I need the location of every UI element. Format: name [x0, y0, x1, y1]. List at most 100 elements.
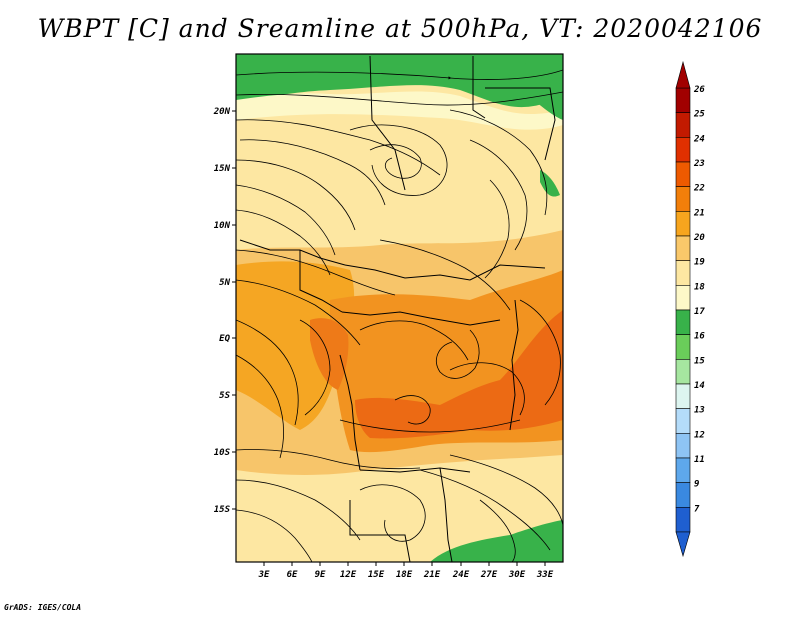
streamline	[236, 449, 421, 470]
lon-label: 12E	[340, 570, 357, 580]
streamline	[349, 124, 448, 196]
country-borders	[239, 55, 556, 562]
streamline	[236, 279, 361, 346]
streamline	[236, 479, 361, 541]
streamline	[236, 509, 313, 562]
streamline	[449, 454, 563, 526]
streamline	[236, 119, 441, 176]
colorbar-label: 11	[694, 455, 705, 465]
colorbar-label: 17	[694, 307, 705, 317]
colorbar-label: 9	[694, 480, 699, 490]
colorbar-label: 14	[694, 381, 705, 391]
border	[344, 264, 546, 281]
colorbar-label: 24	[693, 134, 705, 144]
colorbar-label: 23	[693, 159, 705, 169]
colorbar-swatch	[675, 161, 691, 187]
colorbar-label: 15	[694, 356, 705, 366]
colorbar-label: 20	[693, 233, 705, 243]
colorbar-swatch	[675, 87, 691, 113]
field-pale-south	[236, 455, 563, 562]
streamline	[449, 362, 525, 416]
colorbar-swatch	[675, 359, 691, 385]
border	[341, 311, 501, 326]
colorbar-swatch	[675, 260, 691, 286]
footer-credit: GrADS: IGES/COLA	[4, 603, 82, 612]
colorbar-label: 7	[694, 504, 700, 514]
colorbar-label: 21	[693, 208, 705, 218]
streamlines	[236, 69, 563, 562]
streamline	[236, 159, 356, 231]
map-frame	[235, 53, 564, 563]
lon-label: 27E	[480, 570, 498, 580]
streamline	[419, 469, 551, 551]
colorbar-swatch	[675, 285, 691, 311]
colorbar-swatch	[675, 482, 691, 508]
streamline	[236, 209, 331, 276]
lon-label: 30E	[508, 570, 526, 580]
field-orange-west	[236, 261, 355, 430]
streamline	[359, 484, 426, 542]
lon-label: 24E	[452, 570, 470, 580]
streamline	[479, 499, 516, 562]
colorbar: 26 25 24 23 22 21 20 19 18 17 16 15 14 13 12 11 9 7	[675, 60, 705, 558]
lat-label: EQ	[219, 334, 230, 344]
streamline	[239, 139, 386, 206]
streamline	[236, 249, 396, 296]
colorbar-swatch	[675, 186, 691, 212]
colorbar-label: 16	[694, 332, 705, 342]
field-green-south	[430, 520, 563, 562]
streamline	[436, 329, 480, 379]
colorbar-label: 18	[694, 282, 705, 292]
latitude-ticks	[232, 110, 236, 510]
latitude-axis: 20N 15N 10N 5N EQ 5S 10S 15S	[213, 107, 231, 515]
streamline	[379, 239, 511, 311]
colorbar-swatch	[675, 383, 691, 409]
colorbar-swatch	[675, 507, 691, 533]
chart-title: WBPT [C] and Sreamline at 500hPa, VT: 20…	[37, 14, 763, 43]
lat-label: 10N	[214, 221, 231, 231]
border	[439, 467, 453, 562]
colorbar-swatch	[675, 309, 691, 335]
lat-label: 20N	[213, 107, 231, 117]
streamline	[236, 184, 336, 256]
border	[299, 250, 343, 313]
streamline	[469, 139, 528, 251]
colorbar-swatch	[675, 112, 691, 138]
streamline	[236, 319, 299, 426]
colorbar-label: 22	[693, 184, 705, 194]
streamline	[369, 144, 422, 179]
colorbar-swatch	[675, 334, 691, 360]
streamline	[236, 354, 284, 459]
colorbar-swatch	[675, 457, 691, 483]
border	[472, 56, 486, 119]
colorbar-top-arrow	[675, 60, 691, 89]
lon-label: 21E	[423, 570, 441, 580]
lat-label: 15N	[214, 164, 231, 174]
colorbar-label: 12	[694, 430, 705, 440]
border	[509, 299, 519, 431]
lat-label: 15S	[214, 505, 231, 515]
colorbar-bottom-arrow	[675, 531, 691, 558]
lat-label: 5S	[219, 391, 230, 401]
lat-label: 5N	[219, 278, 230, 288]
streamline	[519, 299, 561, 406]
lon-label: 6E	[287, 570, 298, 580]
streamline	[449, 109, 548, 216]
streamline	[359, 320, 469, 361]
border	[339, 354, 361, 471]
border	[349, 500, 411, 562]
streamline	[339, 419, 521, 433]
streamline	[394, 395, 431, 425]
lon-label: 15E	[368, 570, 385, 580]
streamline	[236, 69, 563, 80]
border	[359, 467, 471, 473]
field-green-east-patch	[540, 170, 560, 197]
colorbar-label: 25	[693, 110, 705, 120]
colorbar-label: 19	[694, 258, 705, 268]
colorbar-label: 26	[693, 85, 705, 95]
colorbar-label: 13	[694, 406, 705, 416]
longitude-ticks	[263, 562, 546, 566]
streamline	[299, 319, 331, 416]
lon-label: 3E	[258, 570, 270, 580]
